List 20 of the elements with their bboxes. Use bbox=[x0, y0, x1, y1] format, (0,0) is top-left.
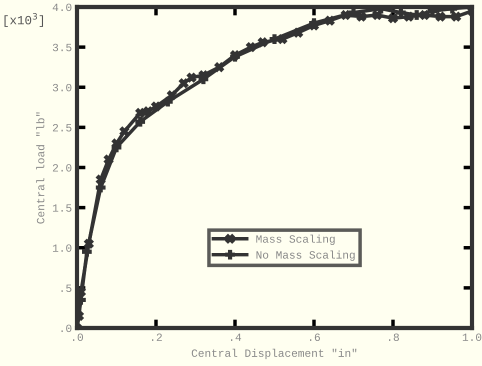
y-axis-title: Central load "lb" bbox=[36, 112, 44, 224]
x-tick-label: .0 bbox=[73, 333, 83, 342]
legend-label: No Mass Scaling bbox=[256, 250, 355, 261]
y-tick-label: 4.0 bbox=[52, 4, 72, 12]
y-tick-label: .5 bbox=[61, 284, 72, 292]
x-tick-label: .4 bbox=[231, 334, 242, 341]
y-tick-label: 1.0 bbox=[52, 244, 72, 252]
x-tick-label: .6 bbox=[310, 333, 320, 342]
y-tick-label: 2.5 bbox=[52, 124, 72, 132]
y-tick-label: 3.5 bbox=[52, 44, 72, 52]
x-tick-label: 1.0 bbox=[462, 333, 482, 342]
legend-label: Mass Scaling bbox=[256, 234, 335, 245]
x-tick-label: .8 bbox=[389, 333, 399, 342]
text: [x10$^{3}$] bbox=[4, 13, 44, 27]
x-axis-title: Central Displacement "in" bbox=[192, 348, 356, 360]
x-tick-label: .2 bbox=[152, 333, 162, 341]
y-tick-label: .0 bbox=[61, 324, 72, 332]
y-tick-label: 3.0 bbox=[52, 84, 72, 92]
y-tick-label: 2.0 bbox=[52, 164, 72, 172]
y-tick-label: 1.5 bbox=[52, 204, 72, 212]
